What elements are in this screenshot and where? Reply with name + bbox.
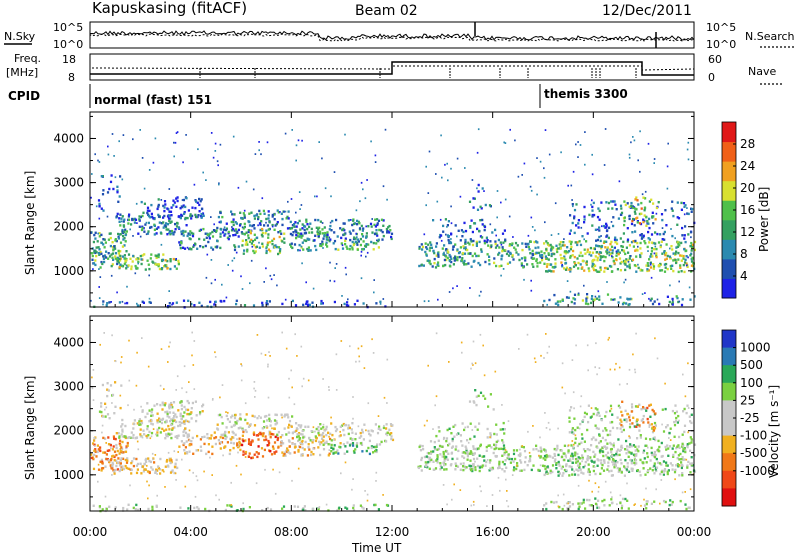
velocity-colorbar-segment	[722, 400, 736, 419]
cpid-mode-1: normal (fast) 151	[94, 93, 212, 107]
noise-tick-bottom-right: 10^0	[706, 38, 736, 51]
frequency-line	[90, 61, 694, 76]
power-colorbar-segment	[722, 161, 736, 182]
power-panel: 1000 2000 3000 4000 Slant Range [km] 4 8 12 16…	[23, 111, 771, 309]
time-tick-label: 12:00	[375, 525, 410, 539]
time-tick-label: 00:00	[677, 525, 712, 539]
power-ytick-label: 2000	[53, 220, 84, 234]
cpid-label: CPID	[8, 89, 40, 103]
time-tick-label: 16:00	[475, 525, 510, 539]
power-colorbar-segment	[722, 122, 736, 143]
time-axis-label: Time UT	[351, 541, 402, 554]
freq-tick-18: 18	[62, 53, 76, 66]
velocity-colorbar-tick: -500	[740, 446, 767, 460]
velocity-colorbar-tick: 1000	[740, 341, 771, 355]
noise-tick-bottom-left: 10^0	[53, 38, 83, 51]
power-colorbar-segment	[722, 278, 736, 299]
velocity-colorbar-segment	[722, 470, 736, 489]
noise-search-line	[89, 33, 695, 42]
power-colorbar-segment	[722, 141, 736, 162]
date-title: 12/Dec/2011	[602, 3, 692, 19]
power-colorbar-tick: 4	[740, 269, 748, 283]
noise-left-label: N.Sky	[4, 30, 36, 43]
power-colorbar-segment	[722, 239, 736, 260]
power-colorbar-tick: 8	[740, 247, 748, 261]
power-colorbar-segment	[722, 200, 736, 221]
velocity-ytick-label: 4000	[53, 335, 84, 349]
power-colorbar-label: Power [dB]	[757, 187, 771, 252]
velocity-colorbar-segment	[722, 330, 736, 349]
power-colorbar-tick: 12	[740, 225, 755, 239]
time-tick-label: 20:00	[576, 525, 611, 539]
velocity-colorbar-segment	[722, 347, 736, 366]
noise-tick-top-right: 10^5	[706, 21, 736, 34]
velocity-colorbar-tick: 500	[740, 358, 763, 372]
velocity-colorbar-segment	[722, 382, 736, 401]
time-tick-label: 00:00	[73, 525, 108, 539]
power-ytick-label: 3000	[53, 176, 84, 190]
freq-tick-8: 8	[68, 71, 75, 84]
velocity-ytick-label: 3000	[53, 380, 84, 394]
time-tick-label: 04:00	[173, 525, 208, 539]
power-ylabel: Slant Range [km]	[23, 171, 37, 275]
nave-tick-60: 60	[708, 53, 722, 66]
power-colorbar-tick: 24	[740, 159, 755, 173]
time-axis: 00:00 04:00 08:00 12:00 16:00 20:00 00:00	[73, 112, 712, 539]
velocity-ytick-label: 2000	[53, 424, 84, 438]
velocity-panel: 1000 2000 3000 4000 Slant Range [km] 1000 50…	[23, 315, 781, 513]
cpid-panel: CPID normal (fast) 151 themis 3300	[8, 84, 628, 108]
velocity-colorbar-tick: 100	[740, 376, 763, 390]
velocity-colorbar-label: Velocity [m s⁻¹]	[767, 385, 781, 478]
freq-label: Freq.	[14, 52, 41, 65]
nave-tick-0: 0	[708, 71, 715, 84]
time-tick-label: 08:00	[274, 525, 309, 539]
power-colorbar-tick: 16	[740, 203, 755, 217]
power-colorbar-segment	[722, 219, 736, 240]
velocity-ytick-label: 1000	[53, 468, 84, 482]
power-colorbar-segment	[722, 180, 736, 201]
velocity-colorbar-segment	[722, 418, 736, 437]
velocity-colorbar-tick: -1000	[740, 464, 775, 478]
velocity-ylabel: Slant Range [km]	[23, 376, 37, 480]
velocity-colorbar-segment	[722, 365, 736, 384]
noise-sky-line	[89, 30, 695, 41]
freq-unit-label: [MHz]	[6, 66, 38, 79]
velocity-colorbar-tick: 25	[740, 393, 755, 407]
noise-right-label: N.Search	[745, 30, 795, 43]
power-colorbar-segment	[722, 258, 736, 279]
power-ytick-label: 1000	[53, 264, 84, 278]
velocity-colorbar-segment	[722, 435, 736, 454]
velocity-colorbar-tick: -100	[740, 429, 767, 443]
frequency-panel: Freq. [MHz] 18 8 60 0 Nave	[6, 52, 782, 85]
cpid-mode-2: themis 3300	[544, 87, 628, 101]
power-colorbar-tick: 28	[740, 137, 755, 151]
nave-line	[91, 65, 695, 71]
power-ytick-label: 4000	[53, 131, 84, 145]
station-title: Kapuskasing (fitACF)	[92, 0, 247, 17]
beam-title: Beam 02	[355, 3, 418, 19]
velocity-colorbar-tick: -25	[740, 411, 760, 425]
nave-label: Nave	[748, 65, 776, 78]
velocity-colorbar-segment	[722, 453, 736, 472]
power-colorbar-tick: 20	[740, 181, 755, 195]
velocity-colorbar-segment	[722, 488, 736, 507]
noise-tick-top-left: 10^5	[53, 21, 83, 34]
noise-panel: N.Sky 10^5 10^0 10^5 10^0 N.Search	[4, 21, 796, 51]
